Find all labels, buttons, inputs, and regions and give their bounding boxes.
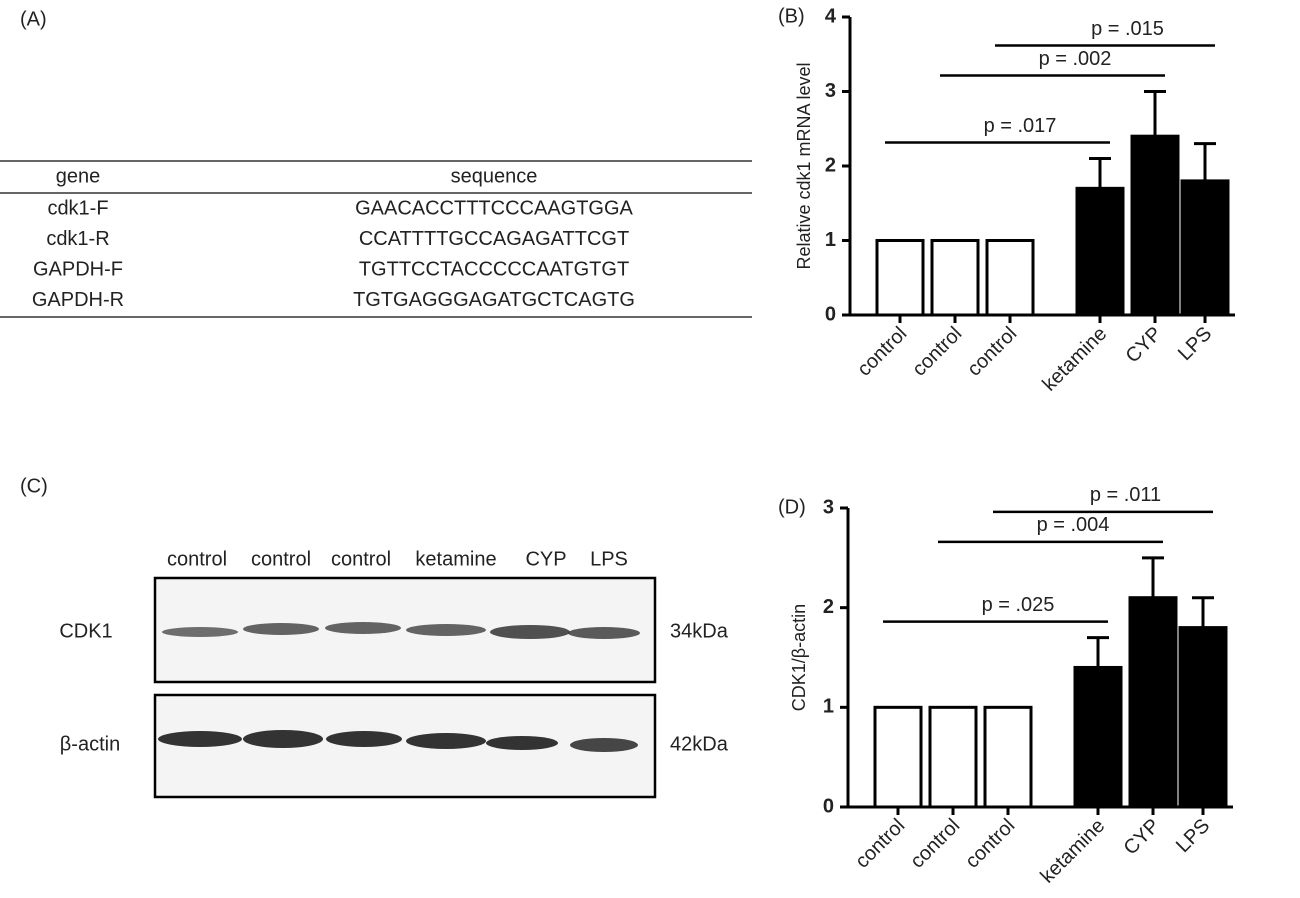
charts: (B)Relative cdk1 mRNA level01234controlc… xyxy=(778,5,1235,888)
x-tick-label: control xyxy=(853,323,911,381)
panel-label: (D) xyxy=(778,496,806,518)
significance-label: p = .015 xyxy=(1091,18,1164,40)
bar xyxy=(1075,186,1125,317)
table-cell: TGTTCCTACCCCCAATGTGT xyxy=(359,258,629,280)
y-tick-label: 1 xyxy=(825,229,836,251)
x-tick-label: control xyxy=(961,815,1019,873)
bar xyxy=(983,705,1033,809)
y-tick-label: 3 xyxy=(823,496,834,518)
x-tick-label: control xyxy=(963,323,1021,381)
significance-label: p = .025 xyxy=(982,594,1055,616)
table: gene sequence cdk1-F GAACACCTTTCCCAAGTGGA cd… xyxy=(32,165,635,311)
protein-label: CDK1 xyxy=(59,620,112,642)
blot-frame xyxy=(153,576,657,684)
x-tick-label: control xyxy=(908,323,966,381)
significance-label: p = .002 xyxy=(1039,48,1112,70)
y-axis-title: CDK1/β-actin xyxy=(789,604,809,711)
x-tick-label: LPS xyxy=(1172,815,1214,857)
lane-label: control xyxy=(251,548,311,570)
lane-label: control xyxy=(167,548,227,570)
table-cell: GAPDH-R xyxy=(32,289,124,311)
significance-label: p = .011 xyxy=(1090,484,1161,506)
x-tick-label: ketamine xyxy=(1038,323,1111,396)
y-tick-label: 2 xyxy=(823,596,834,618)
x-tick-label: CYP xyxy=(1120,815,1165,860)
x-tick-label: LPS xyxy=(1174,323,1216,365)
table-header: sequence xyxy=(451,165,538,187)
x-tick-label: ketamine xyxy=(1036,815,1109,888)
lane-label: LPS xyxy=(590,548,628,570)
lane-label: control xyxy=(331,548,391,570)
bar xyxy=(1178,626,1228,809)
bar xyxy=(1073,665,1123,809)
bar xyxy=(985,239,1035,317)
lane-label: CYP xyxy=(525,548,566,570)
lane-label: ketamine xyxy=(415,548,496,570)
table-header: gene xyxy=(56,165,101,187)
table-cell: cdk1-R xyxy=(46,228,109,250)
bar xyxy=(1180,179,1230,317)
table-cell: GAPDH-F xyxy=(33,258,123,280)
bar xyxy=(873,705,923,809)
bar xyxy=(928,705,978,809)
x-tick-label: control xyxy=(851,815,909,873)
panel-label: (A) xyxy=(20,8,47,30)
size-label: 34kDa xyxy=(670,620,729,642)
bar xyxy=(1130,134,1180,317)
table-cell: cdk1-F xyxy=(47,197,108,219)
table-cell: CCATTTTGCCAGAGATTCGT xyxy=(359,228,629,250)
panel-label: (B) xyxy=(778,5,805,27)
significance-label: p = .017 xyxy=(984,115,1057,137)
bar xyxy=(930,239,980,317)
y-tick-label: 2 xyxy=(825,154,836,176)
y-tick-label: 0 xyxy=(823,795,834,817)
panel-label: (C) xyxy=(20,475,48,497)
significance-label: p = .004 xyxy=(1037,514,1110,536)
protein-label: β-actin xyxy=(60,733,120,755)
x-tick-label: control xyxy=(906,815,964,873)
table-cell: GAACACCTTTCCCAAGTGGA xyxy=(355,197,633,219)
bar xyxy=(875,239,925,317)
x-tick-label: CYP xyxy=(1122,323,1167,368)
y-tick-label: 1 xyxy=(823,696,834,718)
y-tick-label: 0 xyxy=(825,303,836,325)
y-tick-label: 4 xyxy=(825,5,837,27)
table-cell: TGTGAGGGAGATGCTCAGTG xyxy=(353,289,635,311)
blot-labels: control control control ketamine CYP LPS CDK1 3… xyxy=(59,548,728,755)
blot-bands xyxy=(158,622,640,752)
bar xyxy=(1128,596,1178,809)
y-tick-label: 3 xyxy=(825,80,836,102)
y-axis-title: Relative cdk1 mRNA level xyxy=(794,62,814,269)
size-label: 42kDa xyxy=(670,733,729,755)
